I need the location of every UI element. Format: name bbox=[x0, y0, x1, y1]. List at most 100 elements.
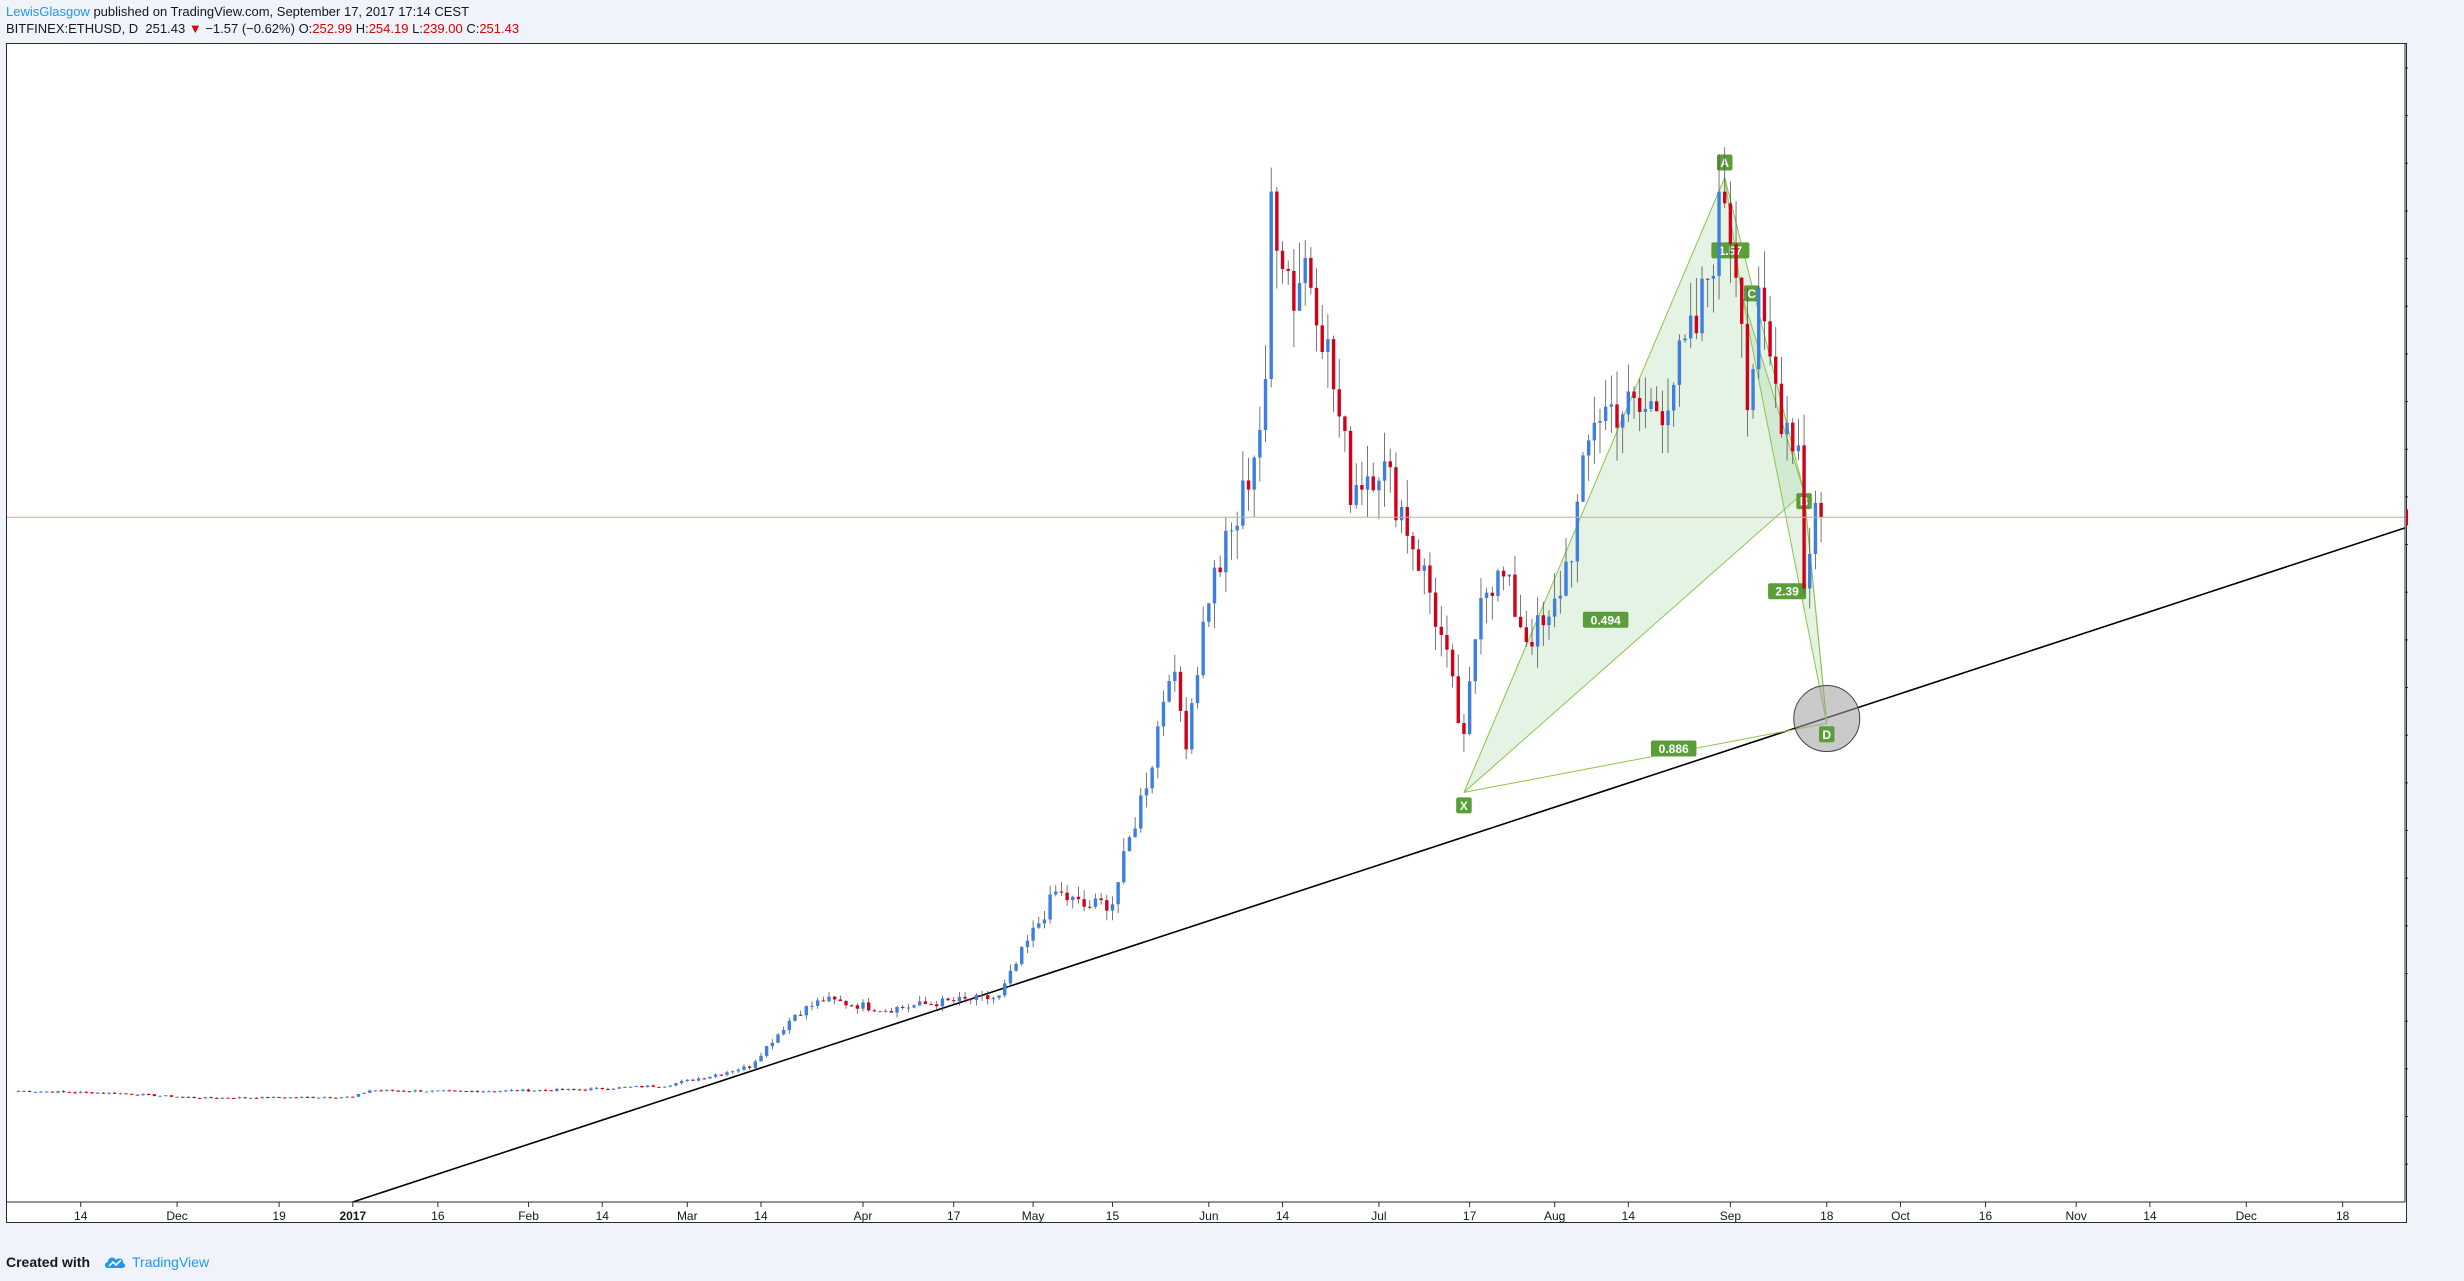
candle-2017-03-22[interactable] bbox=[804, 1006, 809, 1016]
candle-2017-04-23[interactable] bbox=[986, 995, 990, 1000]
candle-2016-11-13[interactable] bbox=[73, 1092, 77, 1094]
candle-2016-12-29[interactable] bbox=[334, 1097, 338, 1099]
candle-2017-03-21[interactable] bbox=[798, 1014, 803, 1016]
candle-2017-07-25[interactable] bbox=[1513, 574, 1517, 617]
candle-2017-03-07[interactable] bbox=[719, 1074, 723, 1076]
candle-2017-01-25[interactable] bbox=[487, 1091, 491, 1093]
candle-2017-09-17[interactable] bbox=[1819, 502, 1823, 518]
candle-2016-12-09[interactable] bbox=[220, 1097, 225, 1099]
candle-2017-09-03[interactable] bbox=[1740, 277, 1744, 324]
candle-2016-11-19[interactable] bbox=[107, 1092, 111, 1094]
candle-2017-05-02[interactable] bbox=[1037, 923, 1041, 928]
candle-2017-03-10[interactable] bbox=[736, 1069, 741, 1072]
candle-2017-07-08[interactable] bbox=[1416, 549, 1421, 571]
candle-2017-06-09[interactable] bbox=[1252, 457, 1256, 490]
candle-2017-08-06[interactable] bbox=[1581, 455, 1585, 502]
candle-2017-09-07[interactable] bbox=[1762, 287, 1767, 322]
candle-2016-12-25[interactable] bbox=[311, 1097, 315, 1099]
candle-2017-08-31[interactable] bbox=[1723, 191, 1727, 204]
candle-2017-06-13[interactable] bbox=[1275, 191, 1279, 251]
candle-2016-11-03[interactable] bbox=[16, 1091, 21, 1093]
candle-2017-05-16[interactable] bbox=[1116, 882, 1120, 905]
candle-2017-09-05[interactable] bbox=[1751, 369, 1755, 411]
candle-2017-05-26[interactable] bbox=[1173, 671, 1177, 682]
candle-2017-05-01[interactable] bbox=[1031, 927, 1035, 941]
candle-2017-06-26[interactable] bbox=[1348, 430, 1353, 505]
candle-2017-01-08[interactable] bbox=[390, 1089, 395, 1091]
candle-2017-02-02[interactable] bbox=[532, 1090, 536, 1092]
candle-2017-04-14[interactable] bbox=[935, 1004, 939, 1007]
candle-2016-11-23[interactable] bbox=[130, 1093, 134, 1095]
candle-2017-01-22[interactable] bbox=[470, 1091, 474, 1093]
candle-2017-09-13[interactable] bbox=[1796, 445, 1801, 452]
candle-2017-06-08[interactable] bbox=[1246, 480, 1251, 490]
candle-2017-07-22[interactable] bbox=[1496, 570, 1500, 596]
candle-2017-05-22[interactable] bbox=[1150, 767, 1154, 789]
candle-2017-03-03[interactable] bbox=[696, 1078, 701, 1081]
candle-2017-07-04[interactable] bbox=[1394, 467, 1398, 521]
candle-2017-03-20[interactable] bbox=[793, 1014, 797, 1021]
candle-2017-07-06[interactable] bbox=[1405, 507, 1409, 536]
candle-2017-04-16[interactable] bbox=[946, 998, 950, 1001]
candle-2017-03-13[interactable] bbox=[753, 1061, 758, 1068]
tradingview-brand[interactable]: TradingView bbox=[132, 1254, 210, 1270]
candle-2017-04-03[interactable] bbox=[872, 1010, 877, 1012]
candle-2017-03-25[interactable] bbox=[821, 1000, 826, 1002]
candle-2017-08-18[interactable] bbox=[1649, 401, 1653, 409]
candle-2016-12-11[interactable] bbox=[232, 1098, 236, 1100]
pattern-xab[interactable] bbox=[1463, 175, 1805, 793]
candle-2017-04-24[interactable] bbox=[991, 997, 996, 1000]
candle-2017-07-07[interactable] bbox=[1411, 535, 1415, 550]
candle-2017-08-01[interactable] bbox=[1552, 598, 1557, 617]
candle-2016-11-12[interactable] bbox=[67, 1091, 72, 1093]
candle-2016-12-04[interactable] bbox=[192, 1097, 196, 1099]
candle-2017-04-20[interactable] bbox=[969, 998, 973, 1001]
candle-2017-01-10[interactable] bbox=[402, 1090, 406, 1092]
candle-2016-12-16[interactable] bbox=[260, 1096, 264, 1099]
candle-2017-01-14[interactable] bbox=[424, 1091, 429, 1093]
candle-2017-06-18[interactable] bbox=[1303, 257, 1307, 284]
candle-2017-09-11[interactable] bbox=[1785, 422, 1789, 435]
candle-2017-07-19[interactable] bbox=[1479, 598, 1483, 640]
candle-2017-04-02[interactable] bbox=[866, 1002, 871, 1011]
candle-2017-05-15[interactable] bbox=[1110, 904, 1115, 911]
candle-2017-03-24[interactable] bbox=[815, 1000, 820, 1006]
candle-2017-03-23[interactable] bbox=[810, 1005, 814, 1007]
candle-2017-01-17[interactable] bbox=[441, 1090, 446, 1092]
candle-2017-08-17[interactable] bbox=[1643, 408, 1648, 412]
candle-2017-03-30[interactable] bbox=[849, 1005, 854, 1007]
candle-2016-12-24[interactable] bbox=[305, 1096, 310, 1098]
author-link[interactable]: LewisGlasgow bbox=[6, 4, 90, 19]
candle-2017-06-04[interactable] bbox=[1224, 530, 1228, 573]
candle-2017-04-30[interactable] bbox=[1025, 940, 1030, 948]
candle-2016-12-10[interactable] bbox=[226, 1097, 230, 1099]
candle-2017-04-11[interactable] bbox=[918, 1001, 922, 1006]
candle-2017-09-10[interactable] bbox=[1779, 383, 1784, 435]
candle-2017-05-13[interactable] bbox=[1099, 898, 1103, 901]
candle-2017-01-21[interactable] bbox=[464, 1090, 468, 1092]
candle-2017-04-25[interactable] bbox=[997, 995, 1001, 998]
candle-2017-08-16[interactable] bbox=[1637, 397, 1642, 412]
candle-2016-11-25[interactable] bbox=[141, 1093, 145, 1096]
candle-2017-02-26[interactable] bbox=[668, 1085, 672, 1087]
candle-2017-01-28[interactable] bbox=[504, 1090, 508, 1092]
candle-2016-11-24[interactable] bbox=[135, 1094, 140, 1096]
candle-2017-07-09[interactable] bbox=[1422, 565, 1426, 571]
candle-2017-02-24[interactable] bbox=[657, 1086, 661, 1088]
candle-2017-05-20[interactable] bbox=[1139, 795, 1143, 829]
trendline[interactable] bbox=[352, 527, 2406, 1203]
candle-2017-06-24[interactable] bbox=[1337, 389, 1341, 417]
candle-2017-08-12[interactable] bbox=[1615, 404, 1619, 428]
candle-2016-12-26[interactable] bbox=[317, 1097, 321, 1099]
candle-2017-05-07[interactable] bbox=[1065, 892, 1069, 901]
candle-2016-12-15[interactable] bbox=[254, 1097, 259, 1099]
candle-2017-02-05[interactable] bbox=[549, 1090, 553, 1092]
candle-2017-03-08[interactable] bbox=[725, 1072, 729, 1075]
candle-2017-08-07[interactable] bbox=[1586, 440, 1591, 456]
candle-2017-08-11[interactable] bbox=[1609, 404, 1614, 407]
candle-2017-06-03[interactable] bbox=[1218, 567, 1222, 573]
candle-2017-03-18[interactable] bbox=[781, 1029, 786, 1035]
candle-2017-06-15[interactable] bbox=[1286, 268, 1290, 271]
candle-2017-05-31[interactable] bbox=[1201, 621, 1205, 676]
candle-2016-11-15[interactable] bbox=[84, 1091, 89, 1093]
